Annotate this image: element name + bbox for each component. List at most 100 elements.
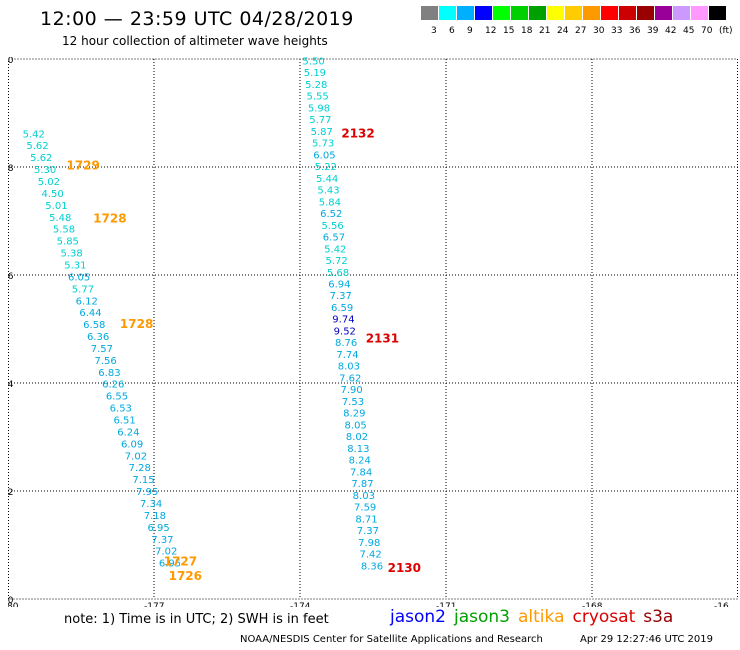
wave-height-value: 6.12 (76, 296, 98, 307)
lat-tick-label: 36 (8, 272, 14, 282)
wave-height-value: 7.87 (351, 479, 373, 490)
wave-height-value: 5.02 (38, 177, 60, 188)
generation-timestamp: Apr 29 12:27:46 UTC 2019 (580, 634, 713, 645)
lat-tick-label: 30 (8, 596, 14, 606)
legend-s3a: s3a (643, 607, 674, 627)
wave-height-value: 6.95 (159, 559, 181, 570)
wave-height-value: 7.53 (342, 397, 364, 408)
scale-swatch (655, 6, 672, 20)
wave-height-value: 8.03 (338, 362, 360, 373)
wave-height-value: 9.74 (332, 315, 354, 326)
wave-height-value: 5.84 (319, 197, 341, 208)
wave-height-value: 4.50 (42, 189, 64, 200)
wave-height-value: 5.28 (305, 80, 327, 91)
wave-height-value: 7.56 (95, 356, 117, 367)
map-subtitle: 12 hour collection of altimeter wave hei… (62, 34, 328, 48)
scale-swatch (673, 6, 690, 20)
wave-height-value: 9.52 (334, 326, 356, 337)
scale-swatch (691, 6, 708, 20)
wave-height-value: 5.73 (312, 139, 334, 150)
wave-height-value: 6.36 (87, 332, 109, 343)
pass-time-label: 2131 (366, 332, 399, 346)
pass-time-label: 1727 (164, 555, 197, 569)
scale-swatch (619, 6, 636, 20)
wave-height-value: 7.98 (358, 538, 380, 549)
scale-swatch (637, 6, 654, 20)
scale-swatch (565, 6, 582, 20)
wave-height-value: 5.72 (326, 256, 348, 267)
scale-label: 70 (701, 26, 713, 36)
lon-tick-label: -171 (436, 602, 456, 607)
scale-swatch (439, 6, 456, 20)
pass-time-label: 2130 (388, 561, 421, 575)
wave-height-value: 6.55 (106, 392, 128, 403)
lon-tick-label: -177 (144, 602, 164, 607)
map-grid (8, 58, 738, 600)
wave-height-value: 5.62 (30, 153, 52, 164)
wave-height-value: 8.36 (361, 561, 383, 572)
scale-swatch (511, 6, 528, 20)
wave-height-value: 7.18 (144, 511, 166, 522)
wave-height-value: 5.01 (45, 201, 67, 212)
wave-height-value: 5.50 (302, 57, 324, 67)
wave-height-value: 7.90 (340, 385, 362, 396)
map-title: 12:00 — 23:59 UTC 04/28/2019 (40, 8, 354, 30)
wave-height-value: 5.55 (307, 92, 329, 103)
wave-height-value: 7.37 (151, 535, 173, 546)
legend-jason3: jason3 (454, 607, 510, 627)
pass-time-label: 1728 (93, 212, 126, 226)
scale-swatch (709, 6, 726, 20)
wave-height-value: 6.57 (323, 233, 345, 244)
wave-height-value: 7.15 (132, 475, 154, 486)
wave-height-value: 7.02 (125, 451, 147, 462)
wave-height-value: 8.03 (353, 491, 375, 502)
scale-label: (ft) (719, 26, 733, 36)
wave-height-value: 5.38 (60, 249, 82, 260)
wave-height-value: 5.87 (311, 127, 333, 138)
lon-tick-label: -16 (714, 602, 729, 607)
lon-tick-label: -168 (582, 602, 603, 607)
wave-height-map: 40 38 36 34 32 30-180 -177 -174 -171 -168 -16 5.42… (8, 57, 738, 607)
scale-label: 39 (647, 26, 659, 36)
map-frame (8, 58, 738, 600)
wave-height-value: 5.43 (317, 186, 339, 197)
scale-swatch (421, 6, 438, 20)
wave-height-value: 5.77 (309, 115, 331, 126)
scale-label: 21 (539, 26, 551, 36)
wave-height-value: 6.44 (79, 308, 101, 319)
wave-height-value: 7.62 (339, 373, 361, 384)
wave-height-value: 5.58 (53, 225, 75, 236)
lon-tick-label: -180 (8, 602, 19, 607)
wave-height-value: 5.22 (315, 162, 337, 173)
wave-height-value: 8.13 (347, 444, 369, 455)
scale-label: 24 (557, 26, 569, 36)
wave-height-value: 7.74 (336, 350, 358, 361)
scale-label: 36 (629, 26, 641, 36)
wave-height-value: 6.95 (148, 523, 170, 534)
wave-height-value: 7.37 (330, 291, 352, 302)
pass-time-label: 1728 (120, 317, 153, 331)
wave-height-value: 5.42 (23, 129, 45, 140)
scale-swatch (493, 6, 510, 20)
scale-swatch (457, 6, 474, 20)
scale-swatch (529, 6, 546, 20)
wave-height-value: 6.09 (121, 439, 143, 450)
pass-time-label: 1726 (169, 569, 202, 583)
wave-height-value: 6.51 (113, 416, 135, 427)
scale-label: 9 (467, 26, 473, 36)
scale-label: 3 (431, 26, 437, 36)
wave-height-value: 7.02 (155, 547, 177, 558)
wave-height-value: 5.62 (26, 141, 48, 152)
scale-swatch (547, 6, 564, 20)
wave-height-values: 5.425.625.625.305.024.505.015.485.585.85… (23, 57, 383, 572)
wave-height-value: 5.98 (308, 103, 330, 114)
wave-height-value: 5.77 (72, 284, 94, 295)
wave-height-value: 8.76 (335, 338, 357, 349)
wave-height-value: 6.05 (68, 272, 90, 283)
satellite-legend: jason2 jason3 altika cryosat s3a (390, 607, 681, 627)
wave-height-value: 5.44 (316, 174, 338, 185)
credit-line: NOAA/NESDIS Center for Satellite Applica… (240, 634, 543, 645)
wave-height-value: 8.05 (345, 420, 367, 431)
wave-height-value: 8.24 (349, 456, 371, 467)
